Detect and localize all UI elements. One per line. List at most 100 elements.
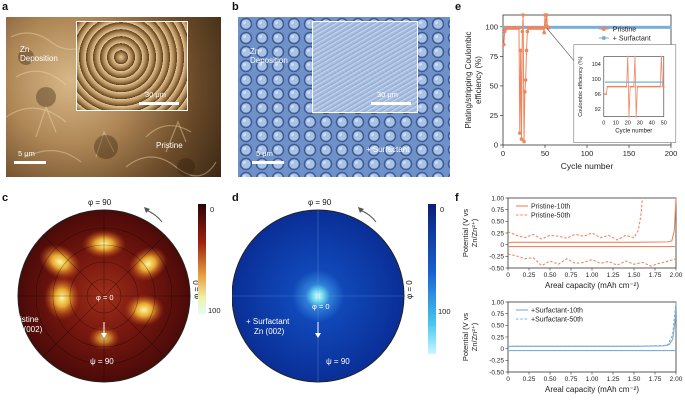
inset-pristine-point [605,93,608,95]
x-tick-label: 2.00 [670,376,683,383]
y-axis-label: Potential (V vsZn/Zn²⁺) [461,209,479,258]
pole-figure-pristine: φ = 90 φ = 0 φ = 0 ψ = 90 Pristine Zn (0… [12,198,221,383]
x-tick-label: 1.25 [607,272,620,279]
colorbar-tick-100: 100 [438,307,451,316]
pristine-point [502,42,506,47]
colorbar-tick-0: 0 [440,205,444,214]
y-tick-label: 0.25 [491,334,504,341]
sem-inset-pristine: 30 μm [76,21,188,111]
sample-label-line1: Pristine [12,315,39,324]
sem-region-label-pristine: Zn Deposition [20,45,58,63]
phi-center-label: φ = 0 [96,293,114,302]
pristine-point [541,26,546,30]
pristine-point [520,29,525,34]
y-tick-label: 0 [500,242,504,249]
series-pristine-line [503,14,549,142]
inset-y-tick-label: 104 [592,62,601,68]
phi-top-label: φ = 90 [88,198,112,207]
inset-x-axis-label: Cycle number [615,129,652,135]
inset-connector [546,27,575,61]
region-label-line2: Deposition [20,54,58,63]
x-tick-label: 2.00 [670,272,683,279]
main-scale-text: 5 μm [18,149,35,158]
y-tick-label: 100 [485,22,498,31]
x-axis-label: Areal capacity (mAh cm⁻²) [545,385,639,394]
panel-letter-c: c [2,192,9,204]
arrowhead-icon [315,333,321,338]
pristine-point [518,48,523,53]
sample-label-line2: Zn (002) [12,325,43,334]
x-tick-label: 1.00 [586,272,599,279]
inset-scale-bar [371,102,411,105]
y-tick-label: 50 [490,81,498,90]
sample-label-line1: + Surfactant [246,317,290,326]
inset-x-tick-label: 20 [625,121,631,127]
x-tick-label: 0.50 [544,376,557,383]
y-tick-label: -0.50 [489,369,504,376]
y-tick-label: -0.50 [489,265,504,272]
y-tick-label: -0.25 [489,254,504,261]
x-tick-label: 0 [506,272,510,279]
pristine-point [521,13,525,17]
series-line-1 [508,301,677,347]
sem-inset-surfactant: 30 μm [312,21,418,113]
inset-pristine-point [628,115,630,118]
sem-region-label-surfactant: Zn Deposition [250,47,288,65]
y-axis-label: Potential (V vsZn/Zn²⁺) [461,313,479,362]
inset-pristine-point [625,85,628,88]
y-tick-label: 0 [500,346,504,353]
voltage-profile-surfactant-chart: 1.000.750.500.250-0.25-0.500 0.25 0.50 0.75… [461,299,683,394]
pristine-point [519,137,524,141]
legend-label-1: Pristine-50th [531,213,570,220]
phi-right-label: φ = 0 [405,280,414,299]
y-tick-label: 1.00 [491,195,504,202]
x-tick-label: 1.50 [628,272,641,279]
x-tick-label: 150 [623,149,636,158]
series-line-0 [507,197,677,244]
x-tick-label: 0.25 [523,272,536,279]
pristine-point [544,13,549,17]
inset-pristine-point [660,55,663,58]
legend-label-0: +Surfactant-10th [531,308,583,315]
inset-x-tick-label: 10 [613,121,619,127]
x-tick-label: 0.75 [565,376,578,383]
inset-scale-bar [139,102,179,105]
pristine-point [518,131,522,135]
inset-box [573,44,677,143]
sem-image-pristine: 30 μm Zn Deposition 5 μm Pristine [6,17,221,177]
region-label-line2: Deposition [250,56,288,65]
y-tick-label: 0 [494,141,498,150]
y-tick-label: 75 [490,52,498,61]
x-tick-label: 50 [541,149,549,158]
x-tick-label: 0.25 [523,376,536,383]
panel-letter-d: d [232,192,239,204]
main-scale-bar [14,161,46,164]
inset-y-axis-label: Coulombic efficiency (%) [578,56,584,117]
pristine-point [523,78,528,82]
voltage-profile-pristine-chart: 1.000.750.500.250-0.25-0.500 0.25 0.50 0.75… [461,195,683,290]
panel-letter-e: e [455,1,462,13]
inset-x-tick-label: 40 [649,121,655,127]
x-axis-label: Areal capacity (mAh cm⁻²) [545,281,639,290]
x-tick-label: 0.50 [544,272,557,279]
phi-top-label: φ = 90 [308,198,332,207]
rotation-arrow-icon [359,209,377,223]
psi-bottom-label: ψ = 90 [326,357,350,366]
inset-scale-text: 30 μm [145,90,166,99]
surfactant-point [668,25,672,29]
x-tick-label: 1.50 [628,376,641,383]
colorbar [428,204,436,354]
legend-label-surfactant: + Surfactant [613,36,651,43]
x-tick-label: 0 [506,376,510,383]
inset-pristine-point [632,85,635,88]
sem-texture-pristine [6,32,217,177]
x-tick-label: 100 [581,149,594,158]
panel-letter-a: a [2,1,9,13]
inset-scale-text: 30 μm [377,90,398,99]
y-tick-label: 0.50 [491,323,504,330]
rotation-arrowhead-icon [144,207,150,213]
pristine-point [525,29,530,34]
pristine-point [522,139,526,144]
panel-letter-b: b [232,1,239,13]
